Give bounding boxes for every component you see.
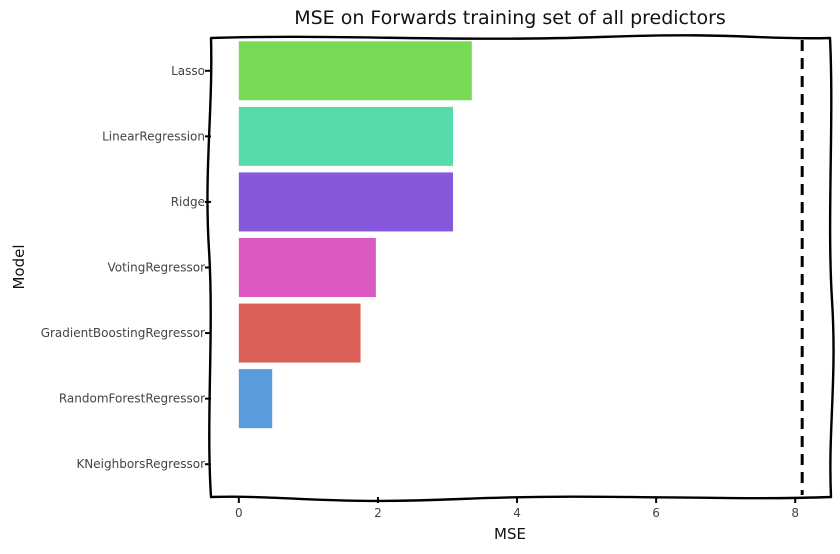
x-tick-label: 8 xyxy=(791,506,799,520)
x-tick-label: 6 xyxy=(652,506,660,520)
bar-ridge xyxy=(238,172,454,232)
x-tick-label: 4 xyxy=(513,506,521,520)
y-tick-label: GradientBoostingRegressor xyxy=(41,326,205,340)
y-tick-label: Ridge xyxy=(171,195,205,209)
y-axis-ticks: Lasso LinearRegression Ridge VotingRegresso… xyxy=(41,64,211,471)
y-axis-label: Model xyxy=(10,244,28,289)
bar-linearregression xyxy=(238,106,454,166)
y-tick-label: Lasso xyxy=(171,64,205,78)
x-axis-ticks: 0 2 4 6 8 xyxy=(235,497,799,520)
chart-title: MSE on Forwards training set of all pred… xyxy=(294,7,726,29)
bar-lasso xyxy=(238,41,472,101)
x-tick-label: 2 xyxy=(374,506,382,520)
bars xyxy=(238,41,472,429)
x-axis-label: MSE xyxy=(494,525,526,543)
plot-frame xyxy=(206,34,835,503)
bar-randomforestregressor xyxy=(238,369,273,429)
x-tick-label: 0 xyxy=(235,506,243,520)
bar-gradientboostingregressor xyxy=(238,303,361,363)
y-tick-label: LinearRegression xyxy=(102,129,205,143)
y-tick-label: RandomForestRegressor xyxy=(59,392,205,406)
y-tick-label: KNeighborsRegressor xyxy=(76,457,205,471)
bar-votingregressor xyxy=(238,237,376,298)
y-tick-label: VotingRegressor xyxy=(107,261,205,275)
